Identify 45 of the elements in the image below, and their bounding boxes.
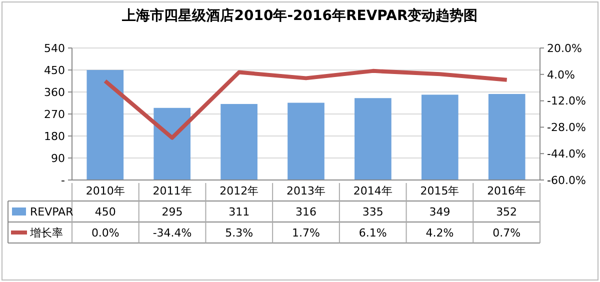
data-label: 1.7%	[292, 226, 320, 240]
data-label: 4.2%	[426, 226, 454, 240]
legend-label: 增长率	[29, 226, 63, 240]
y2-tick-label: 4.0%	[547, 68, 575, 82]
data-label: 349	[429, 205, 450, 218]
y-tick-label: 90	[51, 152, 65, 165]
line-series	[103, 68, 509, 140]
chart-title: 上海市四星级酒店2010年-2016年REVPAR变动趋势图	[121, 7, 478, 24]
legend-label: REVPAR	[30, 205, 74, 218]
bar	[354, 98, 392, 180]
y2-tick-label: -44.0%	[547, 147, 586, 160]
y2-tick-label: 20.0%	[547, 42, 582, 55]
bar	[288, 102, 324, 180]
x-tick-label: 2013年	[286, 184, 326, 198]
bar	[154, 108, 191, 180]
bar	[488, 94, 526, 180]
y-tick-label: 540	[44, 42, 65, 55]
y-tick-label: 180	[44, 130, 65, 143]
data-label: 450	[94, 205, 116, 218]
data-label: 352	[496, 205, 518, 218]
y-tick-label: 270	[44, 108, 65, 121]
data-label: 335	[362, 205, 384, 218]
data-label: 316	[296, 205, 316, 218]
y2-tick-label: -12.0%	[547, 94, 586, 108]
y-tick-label: 450	[44, 64, 65, 77]
y-tick-label: -	[61, 174, 66, 187]
bar	[86, 70, 124, 180]
data-label: 311	[228, 205, 250, 218]
x-tick-label: 2015年	[420, 184, 460, 198]
bar	[421, 94, 458, 180]
x-tick-label: 2010年	[86, 184, 125, 198]
x-tick-label: 2014年	[353, 184, 392, 198]
data-label: 6.1%	[358, 226, 387, 240]
x-tick-label: 2011年	[152, 184, 192, 198]
y2-tick-label: -60.0%	[547, 174, 586, 187]
x-tick-label: 2016年	[487, 184, 526, 198]
data-label: 295	[162, 205, 183, 218]
y2-tick-label: -28.0%	[547, 121, 586, 134]
x-tick-label: 2012年	[220, 184, 259, 198]
y-tick-label: 360	[44, 86, 65, 99]
bar	[220, 104, 258, 180]
data-label: 5.3%	[225, 226, 254, 240]
data-label: -34.4%	[152, 226, 192, 240]
data-label: 0.7%	[492, 226, 521, 240]
data-label: 0.0%	[91, 226, 120, 240]
